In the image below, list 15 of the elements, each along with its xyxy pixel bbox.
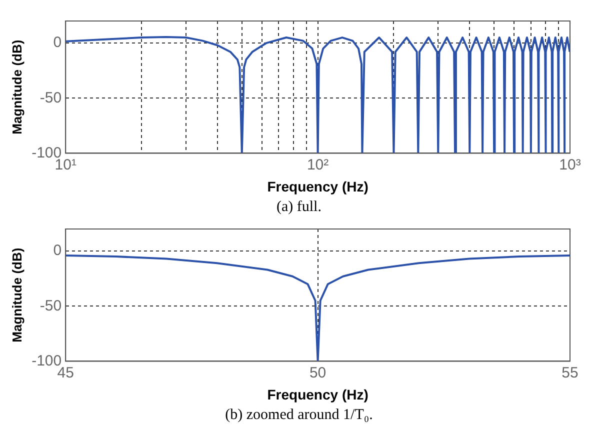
- y-tick-label: 0: [53, 34, 62, 52]
- x-tick-label: 10³: [559, 156, 581, 174]
- x-tick-label: 10²: [306, 156, 329, 174]
- x-axis-title: Frequency (Hz): [267, 178, 368, 194]
- y-axis-title: Magnitude (dB): [9, 248, 24, 342]
- text: (b) zoomed around 1/T₀.: [224, 406, 374, 424]
- y-tick-label: -50: [40, 297, 62, 314]
- y-axis-title: Magnitude (dB): [9, 40, 24, 134]
- x-tick-label: 10¹: [54, 156, 76, 174]
- y-tick-label: 0: [53, 242, 62, 260]
- x-tick-label: 55: [562, 364, 578, 382]
- text: (a) full.: [276, 198, 322, 216]
- x-tick-label: 50: [309, 364, 326, 382]
- y-tick-label: -50: [40, 89, 62, 106]
- x-axis-title: Frequency (Hz): [267, 386, 368, 402]
